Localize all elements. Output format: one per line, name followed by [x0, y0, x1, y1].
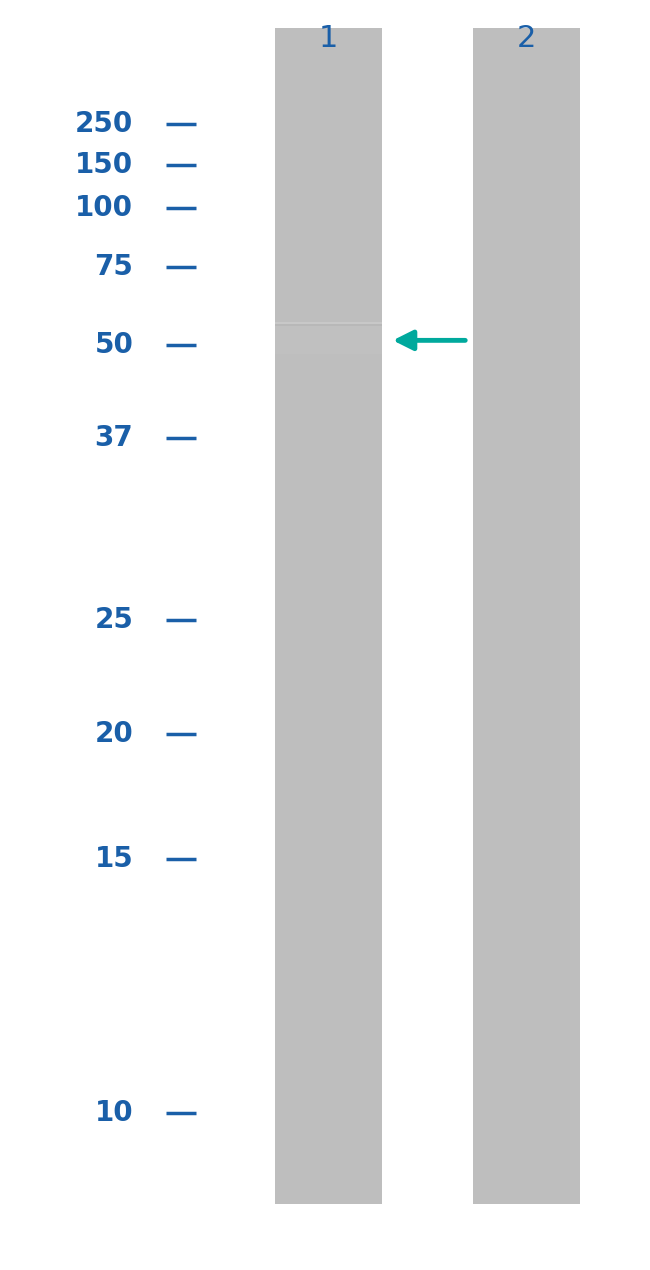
Bar: [274, 334, 382, 347]
Bar: [274, 343, 382, 347]
Text: 10: 10: [95, 1099, 133, 1126]
Text: 2: 2: [517, 24, 536, 52]
Text: 100: 100: [75, 194, 133, 222]
Text: 15: 15: [94, 845, 133, 872]
Bar: [274, 338, 382, 343]
Bar: [274, 324, 382, 326]
Text: 20: 20: [94, 720, 133, 748]
Bar: [473, 28, 580, 1204]
Bar: [274, 326, 382, 354]
Text: 25: 25: [94, 606, 133, 634]
Text: 75: 75: [94, 253, 133, 281]
Bar: [274, 28, 382, 1204]
Text: 1: 1: [318, 24, 338, 52]
Text: 150: 150: [75, 151, 133, 179]
Text: 37: 37: [94, 424, 133, 452]
Bar: [274, 323, 382, 324]
Bar: [274, 351, 382, 353]
Text: 250: 250: [75, 110, 133, 138]
Bar: [274, 347, 382, 351]
Bar: [274, 330, 382, 351]
Text: 50: 50: [94, 331, 133, 359]
